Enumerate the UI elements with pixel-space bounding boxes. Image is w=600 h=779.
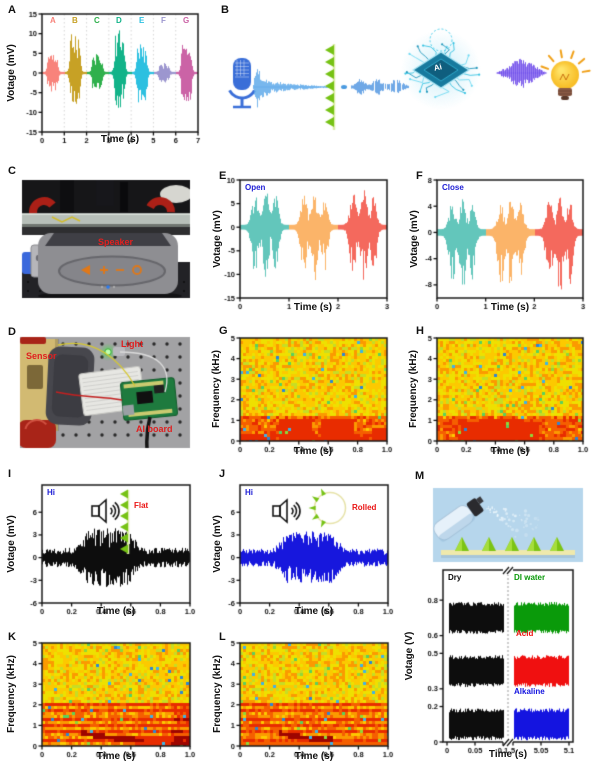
close-annotation: Close	[442, 183, 464, 192]
panel-m-y-axis-label: Votage (V)	[404, 631, 415, 681]
panel-e-y-axis-label: Votage (mV)	[212, 210, 223, 268]
panel-c-label: C	[8, 165, 16, 177]
alkaline-series-label: Alkaline	[514, 687, 545, 696]
panel-i-x-axis-label: Time (s)	[96, 606, 136, 617]
hi-annotation: Hi	[245, 488, 253, 497]
sensor-photo-tag: Sensor	[26, 351, 57, 361]
sensor-array-row	[450, 534, 576, 554]
panel-l-label: L	[219, 631, 226, 643]
segment-letter: E	[139, 16, 145, 25]
experiment-photo	[20, 337, 190, 448]
panel-g-x-axis-label: Time (s)	[293, 446, 333, 457]
segment-letter: B	[72, 16, 78, 25]
panel-i-y-axis-label: Votage (mV)	[6, 515, 17, 573]
light-bulb-icon	[544, 46, 588, 104]
dry-series-label: Dry	[448, 573, 462, 582]
panel-j-x-axis-label: Time (s)	[294, 606, 334, 617]
panel-f-x-axis-label: Time (s)	[490, 302, 530, 313]
hi-annotation: Hi	[47, 488, 55, 497]
panel-g-label: G	[219, 325, 228, 337]
di-water-series-label: DI water	[514, 573, 546, 582]
voice-waveform	[252, 66, 332, 108]
panel-h-y-axis-label: Frequency (kHz)	[408, 350, 419, 428]
speaker-photo	[22, 180, 190, 298]
panel-m-label: M	[415, 470, 425, 482]
segment-letter: G	[183, 16, 190, 25]
panel-h-label: H	[416, 325, 424, 337]
segment-letter: A	[50, 16, 56, 25]
panel-l-y-axis-label: Frequency (kHz)	[212, 655, 223, 733]
speaker-icon	[272, 497, 302, 527]
panel-g-y-axis-label: Frequency (kHz)	[211, 350, 222, 428]
segment-letter: C	[94, 16, 100, 25]
panel-d-label: D	[8, 326, 16, 338]
light-photo-tag: Light	[121, 339, 143, 349]
panel-a-y-axis-label: Votage (mV)	[6, 44, 17, 102]
output-waveform	[492, 56, 548, 90]
panel-e-label: E	[219, 170, 227, 182]
speaker-photo-tag: Speaker	[98, 237, 134, 247]
panel-m-x-axis-label: Time (s)	[488, 749, 528, 760]
rolled-annotation: Rolled	[352, 503, 377, 512]
signal-waveform	[344, 74, 410, 100]
panel-h-x-axis-label: Time (s)	[490, 446, 530, 457]
panel-a-x-axis-label: Time (s)	[100, 134, 140, 145]
panel-k-x-axis-label: Time (s)	[96, 751, 136, 762]
open-annotation: Open	[245, 183, 266, 192]
panel-i-label: I	[8, 468, 12, 480]
segment-letter: F	[161, 16, 166, 25]
rolled-sensor-icon	[312, 490, 352, 528]
panel-j-y-axis-label: Votage (mV)	[212, 515, 223, 573]
ai-board-photo-tag: AI board	[136, 424, 173, 434]
panel-j-label: J	[219, 468, 226, 480]
acid-series-label: Acid	[516, 629, 534, 638]
panel-k-label: K	[8, 631, 16, 643]
segment-letter: D	[116, 16, 122, 25]
panel-k-y-axis-label: Frequency (kHz)	[6, 655, 17, 733]
flat-annotation: Flat	[134, 501, 149, 510]
ai-chip-icon	[406, 28, 476, 106]
spray-bottle-icon	[436, 496, 488, 538]
panel-b-label: B	[221, 4, 229, 16]
flat-sensor-icon	[118, 488, 134, 556]
sensor-array-icon	[322, 42, 342, 134]
panel-a-label: A	[8, 4, 16, 16]
panel-e-x-axis-label: Time (s)	[293, 302, 333, 313]
panel-f-y-axis-label: Votage (mV)	[409, 210, 420, 268]
panel-l-x-axis-label: Time (s)	[294, 751, 334, 762]
panel-f-label: F	[416, 170, 423, 182]
